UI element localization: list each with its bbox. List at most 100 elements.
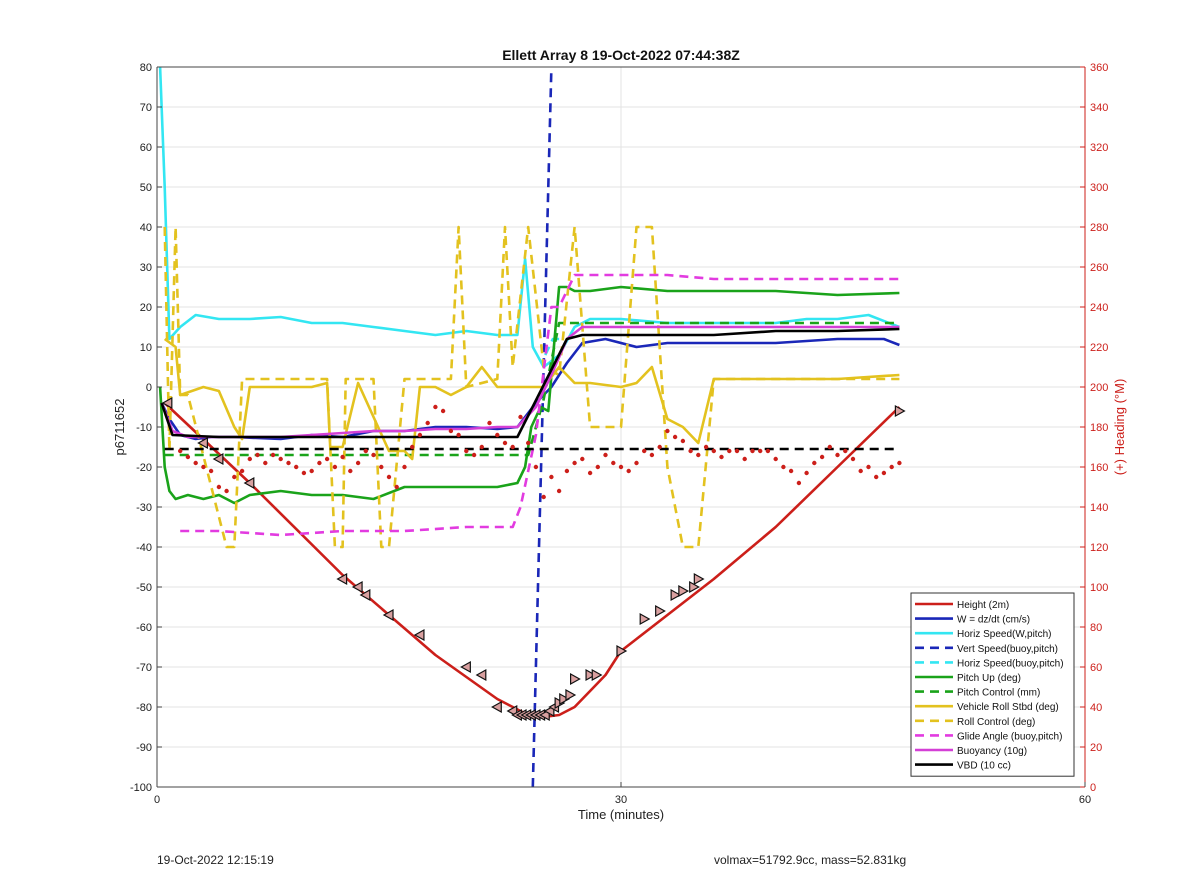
heading-point [526, 440, 531, 446]
x-tick-label: 0 [154, 794, 160, 806]
y-left-tick-label: 10 [140, 342, 152, 354]
legend-label-height: Height (2m) [957, 600, 1009, 611]
heading-point [889, 464, 894, 470]
heading-point [324, 456, 330, 462]
heading-point [603, 452, 608, 458]
heading-point [611, 460, 616, 466]
heading-point [448, 428, 454, 434]
height-marker [894, 404, 906, 418]
heading-point [703, 444, 709, 450]
heading-point [185, 454, 191, 460]
heading-point [874, 474, 879, 480]
height-marker [351, 580, 363, 594]
series-pitch-line [158, 285, 900, 505]
heading-point [309, 468, 314, 474]
heading-point [294, 464, 299, 470]
heading-point [750, 448, 755, 454]
series-vbd-line [160, 327, 900, 439]
heading-point [301, 470, 307, 476]
legend-label-w: W = dz/dt (cm/s) [957, 615, 1030, 626]
heading-point [402, 464, 407, 470]
series-glide-line [180, 273, 900, 537]
heading-point [711, 448, 716, 454]
height-marker [359, 588, 371, 602]
heading-point [819, 454, 825, 460]
y-left-tick-label: 60 [140, 142, 152, 154]
y-left-tick-label: 30 [140, 262, 152, 274]
heading-point [595, 464, 600, 470]
height-marker [565, 688, 577, 702]
y-right-tick-label: 40 [1090, 702, 1102, 714]
height-marker [491, 700, 502, 714]
x-tick-label: 60 [1079, 794, 1091, 806]
heading-point [858, 468, 863, 474]
height-marker [161, 396, 173, 410]
heading-point [440, 408, 446, 414]
x-axis-label: Time (minutes) [578, 807, 664, 822]
heading-point [618, 464, 624, 470]
heading-point [541, 494, 546, 500]
heading-point [363, 448, 368, 454]
legend-label-roll: Vehicle Roll Stbd (deg) [957, 702, 1059, 713]
series-height-line [163, 402, 901, 719]
heading-point [193, 460, 198, 466]
y-left-tick-label: -60 [136, 622, 152, 634]
heading-point [371, 452, 376, 458]
y-right-tick-label: 360 [1090, 62, 1108, 74]
y-right-tick-label: 60 [1090, 662, 1102, 674]
heading-point [742, 456, 747, 462]
y-left-tick-label: -50 [136, 582, 152, 594]
heading-point [386, 474, 392, 480]
heading-point [247, 456, 252, 462]
y-right-tick-label: 140 [1090, 502, 1108, 514]
y-right-tick-label: 220 [1090, 342, 1108, 354]
heading-point [255, 452, 260, 458]
heading-point [464, 448, 469, 454]
heading-point [178, 448, 183, 454]
heading-point [332, 464, 338, 470]
height-marker [585, 668, 597, 682]
heading-point [286, 460, 291, 466]
y-left-tick-label: -30 [136, 502, 152, 514]
y-left-tick-label: 40 [140, 222, 152, 234]
heading-point [788, 468, 794, 474]
y-right-tick-label: 240 [1090, 302, 1108, 314]
heading-point [340, 454, 345, 460]
heading-point [665, 428, 670, 434]
y-left-tick-label: 20 [140, 302, 152, 314]
height-marker [382, 608, 394, 622]
y-left-tick-label: -90 [136, 742, 152, 754]
legend-label-pitch: Pitch Up (deg) [957, 673, 1021, 684]
heading-point [556, 488, 562, 494]
heading-point [881, 470, 887, 476]
heading-point [642, 448, 647, 454]
heading-point [672, 434, 678, 440]
heading-point [487, 420, 492, 426]
x-ticks: 0 30 60 [154, 782, 1091, 806]
heading-point [827, 444, 832, 450]
y-right-tick-label: 100 [1090, 582, 1108, 594]
y-right-tick-label: 0 [1090, 782, 1096, 794]
legend-label-pitch_ctrl: Pitch Control (mm) [957, 688, 1040, 699]
heading-point [835, 452, 840, 458]
y-left-tick-label: 70 [140, 102, 152, 114]
heading-point [270, 452, 276, 458]
heading-point [626, 468, 631, 474]
y-right-tick-label: 180 [1090, 422, 1108, 434]
heading-point [456, 432, 461, 438]
legend: Height (2m) W = dz/dt (cm/s) Horiz Speed(W… [910, 592, 1075, 777]
legend-label-vbd: VBD (10 cc) [957, 761, 1011, 772]
height-marker [678, 584, 690, 598]
y-right-tick-label: 300 [1090, 182, 1108, 194]
height-marker [460, 660, 471, 674]
heading-point [773, 456, 778, 462]
heading-point [564, 468, 570, 474]
y-left-tick-label: -80 [136, 702, 152, 714]
heading-point [758, 448, 763, 454]
heading-point [696, 452, 701, 458]
heading-point [719, 454, 724, 460]
legend-box [910, 592, 1075, 777]
heading-point [781, 464, 786, 470]
heading-point [572, 460, 577, 466]
height-marker [639, 612, 651, 626]
